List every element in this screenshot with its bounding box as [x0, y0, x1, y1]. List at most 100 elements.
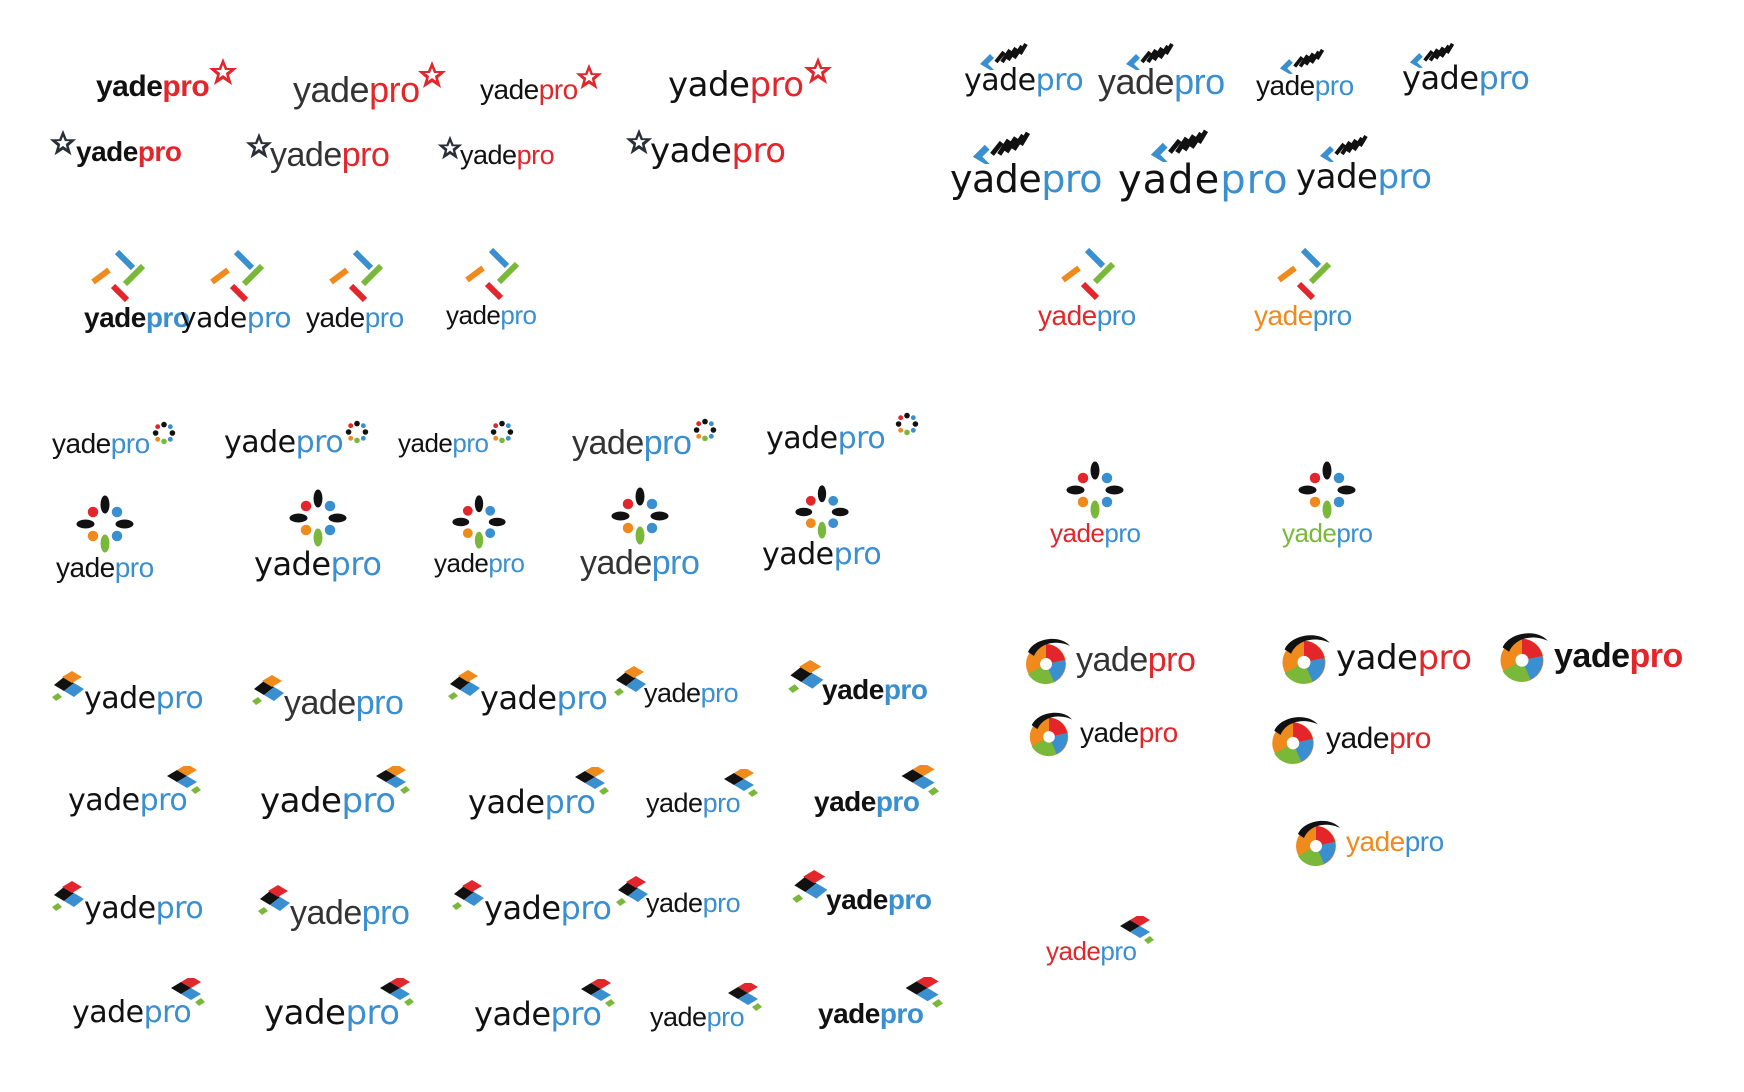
flower-burst-icon: [452, 495, 506, 549]
logo-crossed-sticks-5: yadepro: [1038, 246, 1136, 330]
logo-chevron-3: yadepro: [1256, 48, 1354, 100]
logo-dark-star-3: yadepro: [436, 135, 555, 169]
wordmark: yadepro: [224, 425, 344, 460]
flower-burst-icon: [289, 489, 347, 547]
wordmark: yadepro: [646, 788, 741, 818]
wordmark: yadepro: [964, 63, 1084, 98]
swirl-aperture-icon: [1282, 635, 1330, 684]
wordmark: yadepro: [260, 781, 396, 821]
wordmark: yadepro: [668, 65, 804, 105]
logo-tile-1: yadepro: [50, 671, 204, 714]
logo-flower-stacked-6: yadepro: [1050, 460, 1141, 546]
wordmark: yadepro: [180, 301, 292, 334]
wordmark: yadepro: [306, 302, 404, 333]
swirl-aperture-icon: [1026, 638, 1070, 684]
wordmark: yadepro: [1326, 722, 1431, 755]
crossed-sticks-icon: [90, 249, 145, 303]
wordmark: yadepro: [650, 131, 786, 171]
logo-crossed-sticks-1: yadepro: [44, 248, 190, 332]
wordmark: yadepro: [284, 684, 404, 722]
wordmark: yadepro: [293, 69, 420, 110]
flower-burst-icon: [152, 421, 175, 445]
logo-flower-inline-5: yadepro: [766, 412, 921, 456]
tile-stack-icon: [616, 875, 648, 906]
logo-crossed-sticks-4: yadepro: [446, 246, 537, 330]
wordmark: yadepro: [644, 678, 739, 708]
logo-tile-3: yadepro: [446, 670, 608, 717]
crossed-sticks-icon: [465, 247, 520, 301]
logo-tile-9: yadepro: [646, 768, 759, 818]
chevron-stripes-icon: [1150, 129, 1209, 162]
wordmark: yadepro: [1554, 637, 1683, 675]
logo-red-star-3: yadepro: [480, 63, 604, 105]
chevron-stripes-icon: [980, 42, 1028, 70]
crossed-sticks-icon: [1061, 247, 1115, 301]
logo-tile-red-8: yadepro: [474, 979, 616, 1030]
logo-chevron-5: yadepro: [950, 131, 1102, 201]
wordmark: yadepro: [484, 889, 612, 927]
flower-burst-icon: [896, 412, 919, 436]
wordmark: yadepro: [1254, 300, 1352, 331]
logo-chevron-1: yadepro: [964, 42, 1084, 98]
wordmark: yadepro: [826, 884, 932, 915]
wordmark: yadepro: [572, 424, 692, 462]
star-burst-icon: [245, 132, 273, 159]
chevron-stripes-icon: [1409, 42, 1455, 68]
crossed-sticks-icon: [209, 249, 264, 303]
logo-tile-colored: yadepro: [1046, 916, 1155, 966]
wordmark: yadepro: [814, 786, 920, 817]
wordmark: yadepro: [1282, 518, 1373, 548]
flower-burst-icon: [795, 485, 849, 539]
logo-flower-stacked-4: yadepro: [580, 486, 700, 580]
star-burst-icon: [803, 57, 832, 84]
wordmark: yadepro: [762, 537, 882, 572]
star-burst-icon: [625, 128, 653, 155]
wordmark: yadepro: [264, 993, 400, 1033]
tile-stack-icon: [252, 675, 284, 705]
tile-stack-icon: [452, 880, 484, 910]
logo-tile-red-1: yadepro: [50, 881, 204, 924]
chevron-stripes-icon: [1279, 48, 1325, 74]
wordmark: yadepro: [766, 421, 886, 456]
crossed-sticks-icon: [1277, 247, 1331, 301]
wordmark: yadepro: [446, 300, 537, 330]
crossed-sticks-icon: [329, 249, 383, 303]
wordmark: yadepro: [1336, 638, 1472, 678]
tile-stack-icon: [1120, 916, 1155, 944]
logo-tile-5: yadepro: [786, 660, 928, 704]
logo-flower-stacked-7: yadepro: [1282, 460, 1373, 548]
logo-chevron-6: yadepro: [1118, 129, 1289, 200]
wordmark: yadepro: [72, 995, 192, 1030]
wordmark: yadepro: [480, 679, 608, 717]
flower-burst-icon: [76, 495, 134, 553]
logo-crossed-sticks-6: yadepro: [1254, 246, 1352, 330]
wordmark: yadepro: [646, 888, 741, 918]
swirl-aperture-icon: [1296, 820, 1340, 866]
wordmark: yadepro: [468, 783, 596, 821]
logo-tile-8: yadepro: [468, 767, 610, 821]
wordmark: yadepro: [1402, 59, 1530, 97]
wordmark: yadepro: [52, 428, 150, 459]
star-burst-icon: [575, 63, 602, 90]
flower-burst-icon: [611, 487, 669, 545]
logo-tile-6: yadepro: [68, 766, 202, 816]
chevron-stripes-icon: [1126, 42, 1174, 70]
logo-flower-inline-2: yadepro: [224, 420, 371, 460]
flower-burst-icon: [694, 418, 717, 442]
logo-chevron-7: yadepro: [1296, 134, 1432, 194]
tile-stack-icon: [375, 766, 410, 794]
tile-stack-icon: [52, 671, 84, 701]
wordmark: yadepro: [1046, 936, 1137, 966]
tile-stack-icon: [448, 670, 480, 700]
logo-flower-stacked-2: yadepro: [254, 488, 382, 580]
logo-tile-red-7: yadepro: [264, 978, 414, 1033]
wordmark: yadepro: [480, 74, 578, 105]
wordmark: yadepro: [1346, 826, 1444, 857]
logo-tile-2: yadepro: [250, 675, 404, 722]
wordmark: yadepro: [950, 157, 1102, 201]
flower-burst-icon: [491, 420, 514, 444]
tile-stack-icon: [575, 767, 610, 795]
wordmark: yadepro: [650, 1002, 745, 1032]
chevron-stripes-icon: [1320, 134, 1368, 162]
wordmark: yadepro: [1080, 717, 1178, 748]
